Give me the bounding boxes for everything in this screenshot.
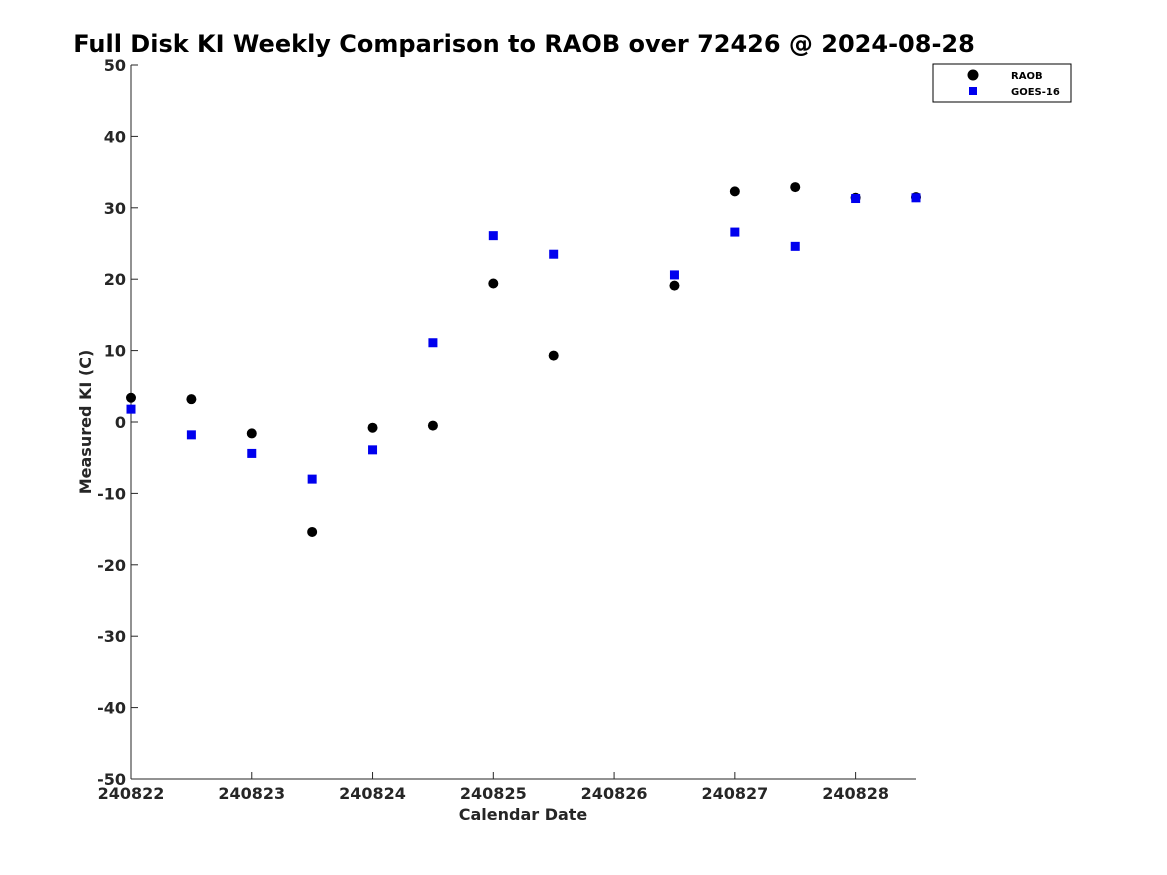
legend-marker-goes16: [969, 87, 977, 95]
data-point-goes16: [549, 249, 559, 259]
data-point-raob: [367, 422, 378, 433]
data-point-goes16: [851, 194, 861, 204]
x-tick-label: 240828: [822, 784, 889, 803]
x-tick-label: 240824: [339, 784, 406, 803]
data-point-goes16: [790, 241, 800, 251]
y-tick-label: 0: [115, 413, 126, 432]
y-tick-label: -50: [97, 770, 126, 789]
x-ticks: 240822 240823 240824 240825 240826 240827 2408…: [98, 772, 889, 803]
data-point-goes16: [428, 338, 438, 348]
data-point-goes16: [730, 227, 740, 237]
x-tick-label: 240822: [98, 784, 165, 803]
axes: [130, 65, 916, 780]
legend-marker-raob: [967, 69, 979, 81]
y-axis-label: Measured KI (C): [76, 350, 95, 495]
chart-title: Full Disk KI Weekly Comparison to RAOB o…: [73, 30, 975, 58]
data-point-goes16: [911, 193, 921, 203]
x-tick-label: 240826: [581, 784, 648, 803]
data-point-goes16: [669, 270, 679, 280]
y-tick-label: 40: [104, 127, 126, 146]
y-tick-label: -30: [97, 627, 126, 646]
data-point-goes16: [307, 474, 317, 484]
data-point-raob: [307, 526, 318, 537]
y-tick-label: -40: [97, 699, 126, 718]
x-tick-label: 240827: [701, 784, 768, 803]
y-tick-label: 30: [104, 199, 126, 218]
y-tick-label: -10: [97, 484, 126, 503]
legend-label-goes16: GOES-16: [1011, 87, 1060, 98]
data-point-raob: [186, 394, 197, 405]
legend: RAOB GOES-16: [932, 63, 1072, 103]
data-point-raob: [488, 278, 499, 289]
data-point-raob: [669, 280, 680, 291]
data-point-goes16: [186, 430, 196, 440]
data-point-raob: [548, 350, 559, 361]
data-point-raob: [427, 420, 438, 431]
y-ticks: -50 -40 -30 -20 -10 0 10 20 30 40 50: [97, 56, 138, 789]
data-point-raob: [126, 392, 136, 403]
legend-label-raob: RAOB: [1011, 71, 1043, 82]
y-tick-label: 20: [104, 270, 126, 289]
y-tick-label: 50: [104, 56, 126, 75]
data-point-goes16: [247, 448, 257, 458]
y-tick-label: 10: [104, 342, 126, 361]
data-point-raob: [790, 182, 801, 193]
data-points: [126, 182, 921, 537]
data-point-goes16: [126, 404, 136, 414]
data-point-goes16: [368, 445, 378, 455]
data-point-raob: [246, 428, 257, 439]
x-tick-label: 240823: [218, 784, 285, 803]
x-tick-label: 240825: [460, 784, 527, 803]
x-axis-label: Calendar Date: [459, 805, 588, 824]
data-point-raob: [729, 186, 740, 197]
legend-box: [932, 63, 1072, 103]
y-tick-label: -20: [97, 556, 126, 575]
data-point-goes16: [488, 231, 498, 241]
